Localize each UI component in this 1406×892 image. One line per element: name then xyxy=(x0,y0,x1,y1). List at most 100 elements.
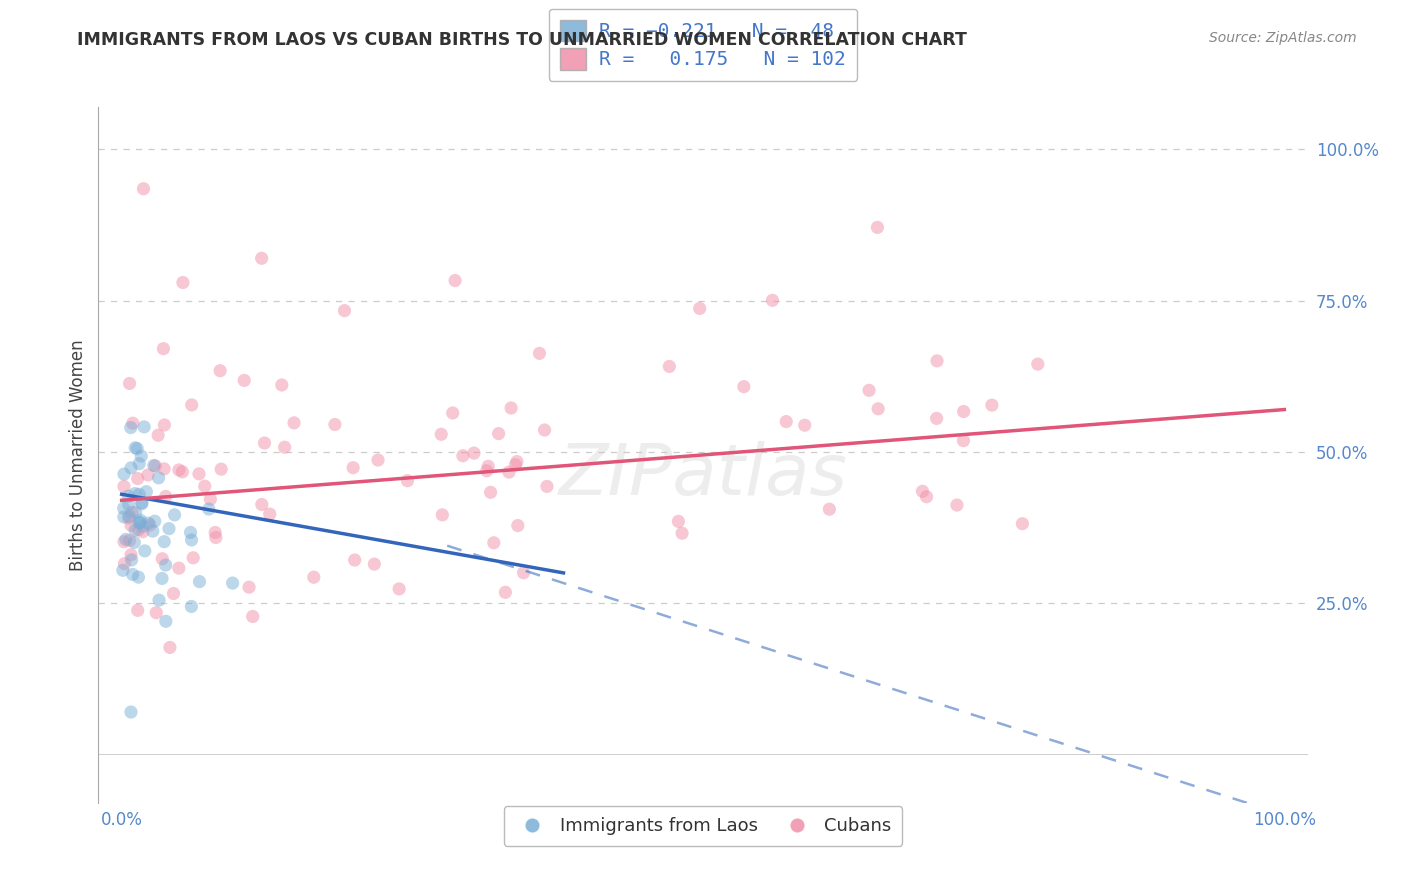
Point xyxy=(363,557,385,571)
Point xyxy=(148,471,170,485)
Point xyxy=(150,571,173,585)
Point xyxy=(142,524,165,538)
Point xyxy=(488,426,510,441)
Point xyxy=(1011,516,1033,531)
Point xyxy=(145,606,167,620)
Point xyxy=(259,507,281,521)
Point xyxy=(172,465,194,479)
Point xyxy=(451,449,474,463)
Point xyxy=(159,640,181,655)
Point xyxy=(793,418,815,433)
Point xyxy=(124,535,146,549)
Text: ZIPatlas: ZIPatlas xyxy=(558,442,848,510)
Point xyxy=(188,574,211,589)
Point xyxy=(162,586,184,600)
Point xyxy=(181,550,204,565)
Point xyxy=(112,509,135,524)
Point xyxy=(980,398,1002,412)
Point xyxy=(118,509,141,524)
Point xyxy=(444,274,467,288)
Point xyxy=(155,615,177,629)
Point xyxy=(270,378,292,392)
Point xyxy=(952,434,974,448)
Point xyxy=(180,398,202,412)
Point xyxy=(155,558,177,572)
Point xyxy=(209,462,232,476)
Point xyxy=(396,474,419,488)
Point xyxy=(204,525,226,540)
Point xyxy=(925,354,948,368)
Point xyxy=(120,461,142,475)
Point xyxy=(273,440,295,454)
Point xyxy=(114,533,136,547)
Point xyxy=(121,553,143,567)
Point xyxy=(143,458,166,473)
Point xyxy=(200,492,222,507)
Point xyxy=(127,442,149,456)
Point xyxy=(498,465,520,479)
Point xyxy=(127,471,149,485)
Point xyxy=(121,567,143,582)
Point xyxy=(858,384,880,398)
Point xyxy=(132,524,155,539)
Point xyxy=(180,525,202,540)
Point xyxy=(333,303,356,318)
Point xyxy=(668,515,690,529)
Point xyxy=(529,346,551,360)
Point xyxy=(157,522,180,536)
Point xyxy=(124,523,146,537)
Point xyxy=(194,479,217,493)
Point xyxy=(233,373,256,387)
Point xyxy=(501,401,523,415)
Point xyxy=(1026,357,1049,371)
Point xyxy=(205,531,228,545)
Legend: Immigrants from Laos, Cubans: Immigrants from Laos, Cubans xyxy=(503,806,903,846)
Point xyxy=(146,428,169,442)
Point xyxy=(868,401,890,416)
Point xyxy=(153,534,176,549)
Point xyxy=(138,516,160,530)
Point xyxy=(134,544,156,558)
Point xyxy=(142,458,165,473)
Point xyxy=(114,557,136,571)
Point xyxy=(911,484,934,499)
Point xyxy=(463,446,485,460)
Point xyxy=(512,566,534,580)
Point xyxy=(198,502,221,516)
Point xyxy=(127,603,149,617)
Point xyxy=(134,420,156,434)
Point xyxy=(136,467,159,482)
Point xyxy=(120,548,142,562)
Point xyxy=(152,342,174,356)
Point xyxy=(180,533,202,547)
Point xyxy=(131,497,153,511)
Point xyxy=(479,485,502,500)
Point xyxy=(432,508,454,522)
Point xyxy=(120,518,142,533)
Point xyxy=(209,364,232,378)
Point xyxy=(188,467,211,481)
Y-axis label: Births to Unmarried Women: Births to Unmarried Women xyxy=(69,339,87,571)
Point xyxy=(430,427,453,442)
Point xyxy=(388,582,411,596)
Point xyxy=(127,570,149,584)
Point xyxy=(506,454,529,468)
Point xyxy=(118,376,141,391)
Point xyxy=(163,508,186,522)
Point xyxy=(132,182,155,196)
Point xyxy=(139,518,162,533)
Point xyxy=(952,404,974,418)
Point xyxy=(121,505,143,519)
Point xyxy=(117,489,139,503)
Point xyxy=(818,502,841,516)
Point xyxy=(120,705,142,719)
Point xyxy=(946,498,969,512)
Point xyxy=(148,593,170,607)
Point xyxy=(733,379,755,393)
Point xyxy=(129,449,152,463)
Point xyxy=(689,301,711,316)
Point xyxy=(250,498,273,512)
Point xyxy=(253,436,276,450)
Point xyxy=(302,570,325,584)
Point xyxy=(129,513,152,527)
